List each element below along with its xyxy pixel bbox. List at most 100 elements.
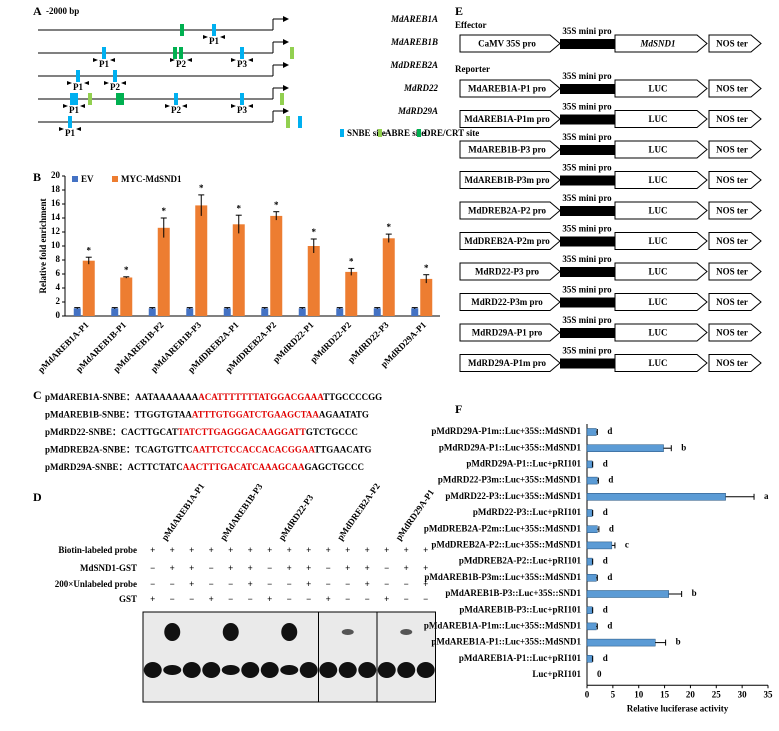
significance: * [162,206,167,216]
panel-label: D [33,490,42,504]
x-axis-title: Relative luciferase activity [627,703,729,713]
row-label: GST [119,594,137,604]
free-probe-band [358,662,377,678]
site [74,93,78,105]
bar [586,557,593,566]
snbe-motif: AATTCTCCACCACACGGAA [193,445,316,455]
sign: − [267,563,272,573]
sign: + [365,545,370,555]
primer-arrow [231,58,236,62]
promoter-label: MdAREB1A-P1 pro [468,84,547,94]
sign: + [306,563,311,573]
free-probe-band [241,662,260,678]
mini-label: 35S mini pro [562,163,612,173]
site [76,70,80,82]
significance: * [274,200,279,210]
gene-label: LUC [648,175,667,185]
bar [373,308,381,316]
terminator [708,140,762,159]
probe-name: pMdAREB1B-SNBE： [45,410,135,420]
primer-arrow [59,127,64,131]
legend-label: MYC-MdSND1 [121,174,182,184]
gene [614,171,708,189]
gene [614,293,708,311]
free-probe-band [280,665,299,675]
free-probe-band [377,662,396,678]
probe-name: pMdAREB1B-P3 [218,481,265,542]
terminator-label: NOS ter [716,236,748,246]
primer-arrow [248,104,253,108]
primer-arrow [63,104,68,108]
panel-label: F [455,402,462,416]
row-label: MdSND1-GST [80,563,137,573]
category-label: pMdAREB1B-P3::Luc+35S::SND1 [445,588,581,598]
bar [120,277,133,316]
gene-name: MdDREB2A [389,60,438,70]
mini-label: 35S mini pro [562,346,612,356]
section-title: Reporter [455,64,490,74]
significance: d [603,507,608,517]
mini-label: 35S mini pro [562,26,612,36]
probe-label: P1 [65,128,75,138]
mini-promoter [560,358,615,369]
bar [586,476,598,485]
bar [186,308,194,316]
x-tick-label: 15 [660,689,670,699]
significance: d [607,620,612,630]
bar [586,606,593,614]
legend-label: ABRE site [385,128,425,138]
sign: + [228,563,233,573]
panel-label: E [455,4,463,18]
sequence: GTCTGCCC [306,427,358,437]
y-tick-label: 8 [56,254,61,264]
category-label: pMdAREB1A-P1m::Luc+35S::MdSND1 [424,620,582,630]
free-probe-band [143,662,162,678]
mini-label: 35S mini pro [562,132,612,142]
terminator [708,293,762,311]
x-tick-label: 10 [634,689,644,699]
category-label: pMdAREB1A-P1::Luc+35S::MdSND1 [431,637,581,647]
tss-arrow [283,39,289,45]
promoter [459,171,561,189]
gene [614,354,708,372]
mini-label: 35S mini pro [562,102,612,112]
gene [614,323,708,342]
category-label: pMdAREB1A-P1::Luc+pRI101 [459,653,582,663]
promoter [459,354,561,372]
mini-promoter [560,267,615,277]
sign: + [365,579,370,589]
sign: − [326,563,331,573]
gene-name: MdRD29A [397,106,438,116]
probe-name: pMdRD22-P3 [276,492,315,542]
significance: 0 [597,669,602,679]
tss-arrow [283,85,289,91]
sign: + [209,545,214,555]
gene-label: LUC [648,297,667,307]
y-axis-title: Relative fold enrichment [38,199,48,294]
sign: − [404,579,409,589]
mini-label: 35S mini pro [562,224,612,234]
mini-promoter [560,175,615,186]
terminator-label: NOS ter [716,84,748,94]
sign: + [384,545,389,555]
terminator [708,110,762,128]
bar [586,493,726,501]
bar [586,574,597,582]
bar [307,246,320,316]
bar [586,444,664,452]
gene-label: LUC [648,358,667,368]
significance: b [681,442,686,452]
bar [298,308,306,316]
bar [586,525,598,533]
sign: + [326,594,331,604]
mini-label: 35S mini pro [562,254,612,264]
probe-label: P2 [171,105,181,115]
row-label: Biotin-labeled probe [58,545,137,555]
shifted-band [222,623,239,641]
sign: + [209,594,214,604]
y-tick-label: 10 [51,240,61,250]
mini-promoter [560,114,615,125]
tss-arrow [283,62,289,68]
y-tick-label: 12 [51,226,61,236]
